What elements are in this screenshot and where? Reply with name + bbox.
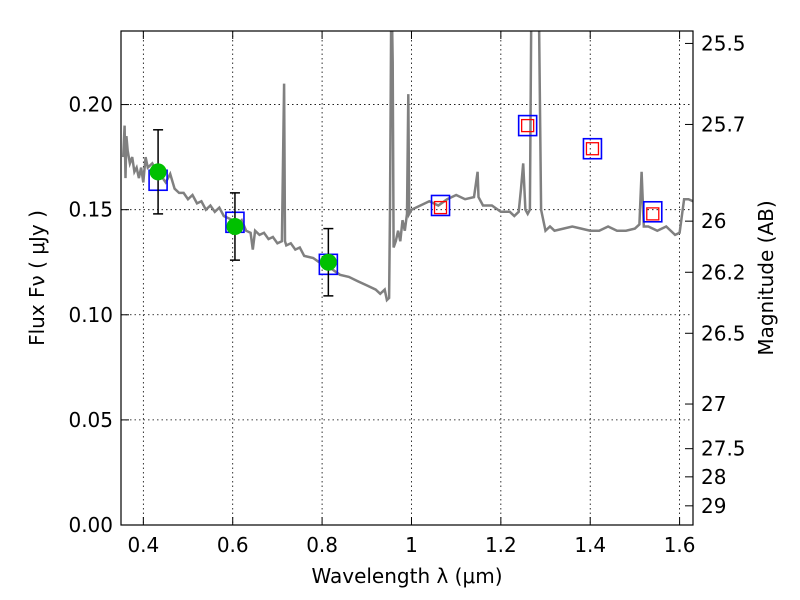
x-axis: 0.4 0.6 0.8 1 1.2 1.4 1.6 <box>127 31 696 557</box>
y2-tick-label: 25.7 <box>701 112 746 136</box>
model-photometry-point <box>517 114 538 137</box>
y2-axis-title: Magnitude (AB) <box>754 200 778 355</box>
y-axis: 0.00 0.05 0.10 0.15 0.20 <box>68 93 129 537</box>
y2-axis: 25.5 25.7 26 26.2 26.5 27 27.5 28 29 <box>685 31 746 518</box>
x-tick-label: 0.4 <box>127 533 159 557</box>
model-photometry-point <box>582 137 603 160</box>
model-photometry-point <box>430 194 451 217</box>
observed-limit-point <box>646 207 660 221</box>
y2-tick-label: 28 <box>701 465 726 489</box>
observed-detection-point <box>226 217 244 235</box>
x-tick-label: 1.6 <box>664 533 696 557</box>
y2-tick-label: 26.5 <box>701 321 746 345</box>
template-spectrum-line <box>121 31 693 303</box>
y2-tick-label: 26 <box>701 209 726 233</box>
y-tick-label: 0.15 <box>68 198 113 222</box>
model-photometry-point <box>642 200 663 223</box>
y2-tick-label: 29 <box>701 494 726 518</box>
x-tick-label: 0.6 <box>217 533 249 557</box>
x-tick-label: 1.2 <box>485 533 517 557</box>
y2-tick-label: 27.5 <box>701 437 746 461</box>
y-tick-label: 0.10 <box>68 303 113 327</box>
observed-detection-point <box>319 253 337 271</box>
y-tick-label: 0.00 <box>68 513 113 537</box>
y-axis-title: Flux Fν ( μJy ) <box>25 210 49 346</box>
x-tick-label: 1.4 <box>574 533 606 557</box>
observed-limit-point <box>433 200 448 215</box>
y2-tick-label: 26.2 <box>701 260 746 284</box>
observed-limit-point <box>521 118 535 133</box>
x-tick-label: 1 <box>405 533 418 557</box>
x-axis-title: Wavelength λ (μm) <box>311 564 502 588</box>
y-tick-label: 0.20 <box>68 93 113 117</box>
plot-area <box>121 31 693 303</box>
y2-tick-label: 25.5 <box>701 31 746 55</box>
y2-tick-label: 27 <box>701 392 726 416</box>
markers <box>148 114 663 297</box>
plot-frame <box>120 30 694 526</box>
y-tick-label: 0.05 <box>68 408 113 432</box>
x-tick-label: 0.8 <box>306 533 338 557</box>
observed-limit-point <box>585 142 600 156</box>
observed-detection-point <box>149 163 167 181</box>
